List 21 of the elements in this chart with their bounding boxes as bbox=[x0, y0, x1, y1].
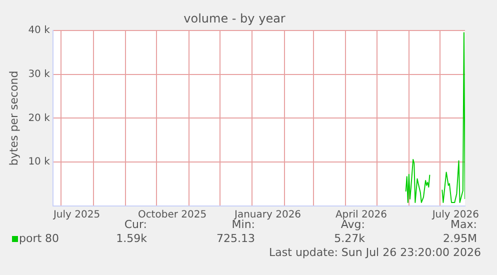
text: 725.13 bbox=[216, 232, 255, 245]
text: Cur: bbox=[124, 218, 147, 231]
y-tick-label: 20 k bbox=[28, 112, 50, 124]
text: Last update: Sun Jul 26 23:20:00 2026 bbox=[269, 246, 481, 259]
y-axis-title: bytes per second bbox=[7, 70, 20, 166]
legend-label: port 80 bbox=[19, 232, 60, 245]
text: Avg: bbox=[340, 218, 365, 231]
x-tick-label: October 2025 bbox=[138, 210, 207, 221]
x-tick-label: April 2026 bbox=[335, 210, 387, 221]
x-tick-label: July 2025 bbox=[52, 210, 100, 221]
text: 5.27k bbox=[334, 232, 365, 245]
y-tick-label: 30 k bbox=[28, 68, 50, 80]
text: Min: bbox=[232, 218, 255, 231]
chart-title: volume - by year bbox=[184, 11, 286, 26]
text: Max: bbox=[450, 218, 477, 231]
text: 1.59k bbox=[116, 232, 147, 245]
x-tick-label: January 2026 bbox=[233, 210, 302, 221]
y-tick-label: 40 k bbox=[28, 24, 50, 36]
y-tick-label: 10 k bbox=[28, 156, 50, 168]
x-tick-label: July 2026 bbox=[431, 210, 479, 221]
text: 2.95M bbox=[443, 232, 477, 245]
